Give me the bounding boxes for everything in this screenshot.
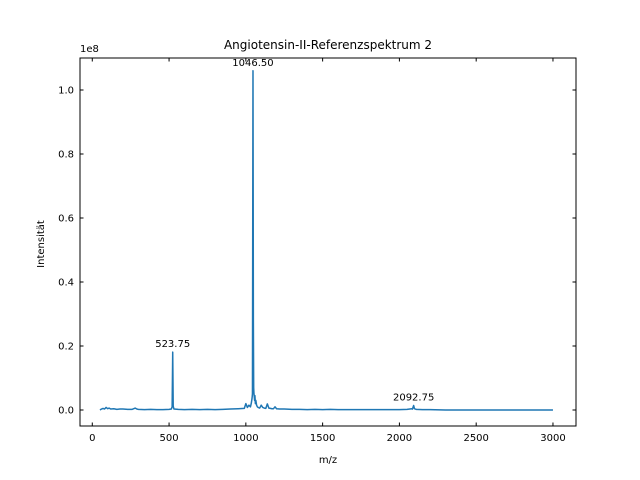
x-tick-label: 500 [160, 433, 179, 444]
peak-annotation-label: 523.75 [155, 339, 190, 350]
y-tick-label: 0.6 [58, 214, 74, 225]
y-axis-offset-label: 1e8 [80, 44, 99, 55]
axes-frame [79, 57, 577, 427]
x-tick-label: 2000 [387, 433, 412, 444]
x-tick-label: 1000 [233, 433, 258, 444]
plot-area: 523.75 1046.50 2092.75 [99, 58, 553, 411]
peak-annotation-label: 2092.75 [393, 393, 434, 404]
chart-title: Angiotensin-II-Referenzspektrum 2 [224, 38, 432, 52]
x-tick-label: 2500 [463, 433, 488, 444]
x-tick-label: 3000 [540, 433, 565, 444]
y-tick-label: 1.0 [58, 86, 74, 97]
x-tick-label: 0 [89, 433, 95, 444]
y-tick-label: 0.0 [58, 406, 74, 417]
peak-annotation-label: 1046.50 [232, 58, 273, 69]
y-tick-label: 0.2 [58, 342, 74, 353]
axes: 0 500 1000 1500 2000 2500 3000 0.0 0.2 0.4 0.6 0.8 1… [58, 57, 577, 444]
y-tick-label: 0.4 [58, 278, 74, 289]
spectrum-series-line [99, 70, 553, 411]
y-axis-label: Intensität [36, 220, 47, 268]
x-axis-label: m/z [319, 455, 337, 466]
y-tick-label: 0.8 [58, 150, 74, 161]
x-tick-label: 1500 [310, 433, 335, 444]
